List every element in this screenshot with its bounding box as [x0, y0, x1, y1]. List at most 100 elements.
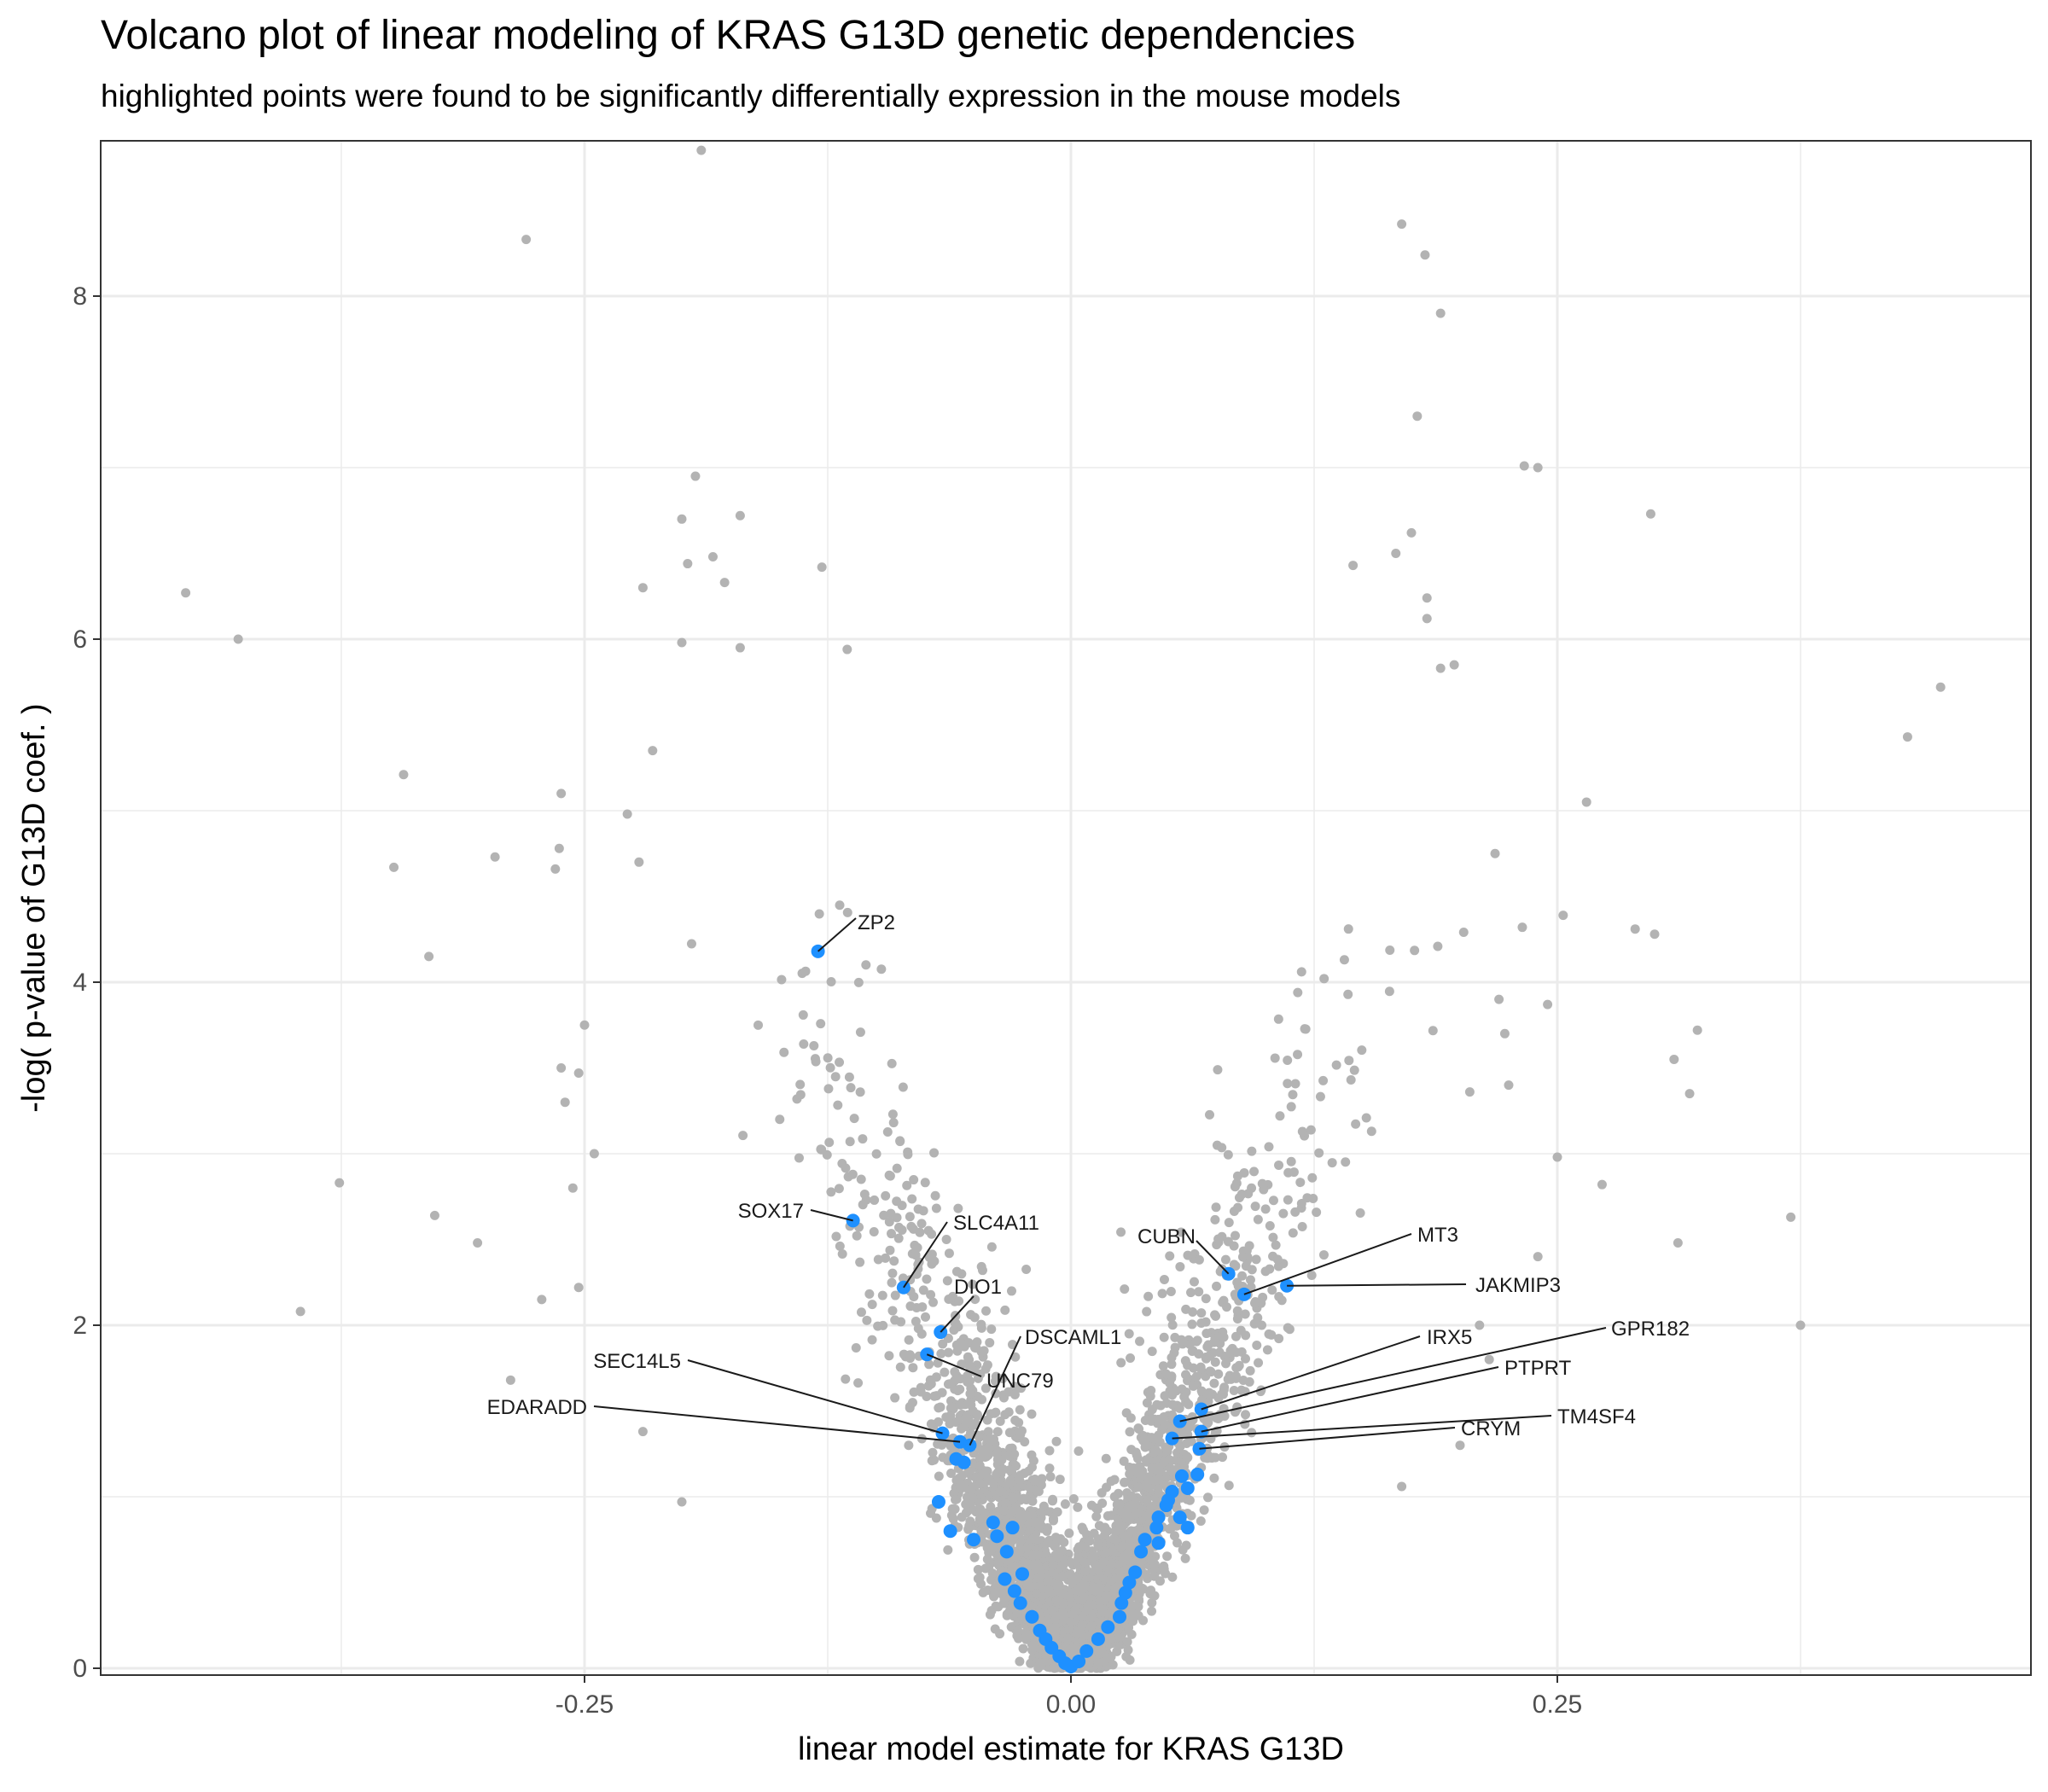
gene-point	[1103, 1591, 1113, 1602]
gene-point	[811, 1056, 821, 1067]
gene-point	[1133, 1423, 1143, 1434]
callout-line	[1196, 1240, 1230, 1275]
gene-point	[852, 1231, 862, 1241]
gene-label: DIO1	[954, 1276, 1002, 1299]
gene-point	[1286, 1156, 1296, 1167]
gene-point	[1192, 1335, 1202, 1346]
gene-point	[983, 1473, 993, 1483]
gene-point	[1296, 1198, 1306, 1208]
gene-point	[946, 1469, 957, 1479]
gene-point	[1063, 1633, 1073, 1644]
gene-point	[1174, 1403, 1184, 1413]
highlighted-gene-point	[1101, 1620, 1115, 1634]
highlighted-gene-point	[1005, 1521, 1020, 1535]
gene-point	[1169, 1531, 1179, 1541]
gene-point	[1027, 1496, 1038, 1506]
gene-point	[1435, 308, 1446, 318]
gene-point	[1231, 1370, 1241, 1381]
gene-point	[957, 1423, 967, 1434]
gene-point	[1033, 1487, 1044, 1497]
gene-label: GPR182	[1611, 1318, 1690, 1341]
gene-point	[892, 1196, 902, 1207]
gene-point	[1147, 1597, 1157, 1608]
gene-point	[1143, 1291, 1154, 1301]
gene-point	[1274, 1291, 1284, 1301]
gene-point	[648, 746, 658, 756]
gene-point	[973, 1564, 983, 1574]
gene-point	[1142, 1494, 1152, 1504]
gene-point	[991, 1407, 1001, 1417]
gene-point	[1222, 1302, 1232, 1312]
y-tick-label: 0	[73, 1655, 87, 1683]
gene-point	[1138, 1584, 1149, 1594]
gene-point	[816, 1019, 826, 1029]
gene-point	[817, 1144, 827, 1155]
gene-point	[181, 588, 191, 598]
gene-point	[1110, 1589, 1120, 1599]
gene-point	[1072, 1627, 1082, 1638]
gene-point	[1202, 1341, 1213, 1352]
gene-point	[1283, 1056, 1293, 1066]
gene-point	[1230, 1182, 1240, 1192]
gene-point	[683, 559, 693, 569]
gene-point	[975, 1514, 985, 1524]
gene-point	[1315, 1091, 1325, 1102]
gene-point	[844, 1072, 854, 1082]
gene-point	[1218, 1452, 1228, 1463]
gene-point	[992, 1427, 1003, 1437]
gene-point	[952, 1386, 963, 1396]
gene-point	[1009, 1492, 1019, 1503]
gene-point	[921, 1312, 931, 1322]
gene-point	[1217, 1389, 1227, 1399]
gene-point	[1211, 1311, 1221, 1321]
gene-point	[1059, 1537, 1069, 1547]
gene-point	[1015, 1383, 1026, 1393]
gene-point	[870, 1195, 880, 1205]
gene-point	[1045, 1472, 1056, 1482]
highlighted-gene-point	[967, 1533, 980, 1547]
highlighted-gene-point	[931, 1495, 945, 1510]
gene-point	[985, 1337, 995, 1347]
gene-point	[908, 1224, 918, 1234]
gene-label: EDARADD	[487, 1396, 587, 1419]
gene-point	[1274, 1334, 1284, 1344]
gene-point	[881, 1253, 891, 1263]
gene-point	[1085, 1614, 1096, 1624]
highlighted-gene-point	[1007, 1584, 1021, 1598]
gene-point	[1125, 1427, 1135, 1437]
gene-point	[1194, 1349, 1204, 1359]
gene-point	[556, 1063, 567, 1073]
gene-point	[775, 1114, 785, 1125]
gene-point	[1290, 1079, 1300, 1089]
gene-point	[1184, 1339, 1195, 1349]
gene-point	[1499, 1028, 1510, 1039]
gene-point	[895, 1362, 905, 1372]
gene-point	[933, 1439, 943, 1449]
gene-point	[1300, 1024, 1310, 1034]
gene-point	[1167, 1359, 1177, 1370]
highlighted-gene-point	[1128, 1565, 1143, 1580]
gene-point	[1070, 1605, 1080, 1615]
gene-point	[913, 1264, 923, 1274]
gene-point	[911, 1250, 921, 1260]
gene-point	[889, 1256, 899, 1266]
gene-point	[1073, 1553, 1084, 1563]
gene-point	[1397, 1481, 1407, 1492]
gene-point	[885, 1245, 895, 1255]
gene-point	[1213, 1369, 1224, 1379]
gene-point	[1161, 1442, 1171, 1452]
gene-point	[1091, 1560, 1101, 1570]
gene-point	[1196, 1364, 1206, 1374]
gene-point	[976, 1525, 986, 1535]
gene-point	[1268, 1232, 1278, 1242]
plot-panel-background	[101, 141, 2031, 1675]
callout-line	[687, 1359, 943, 1434]
gene-point	[1010, 1504, 1021, 1515]
gene-point	[1293, 1050, 1303, 1060]
gene-point	[1158, 1361, 1168, 1371]
gene-point	[1170, 1342, 1180, 1353]
gene-point	[1165, 1251, 1175, 1261]
gene-label: SLC4A11	[953, 1212, 1039, 1235]
gene-point	[795, 1079, 806, 1090]
gene-point	[947, 1504, 957, 1514]
